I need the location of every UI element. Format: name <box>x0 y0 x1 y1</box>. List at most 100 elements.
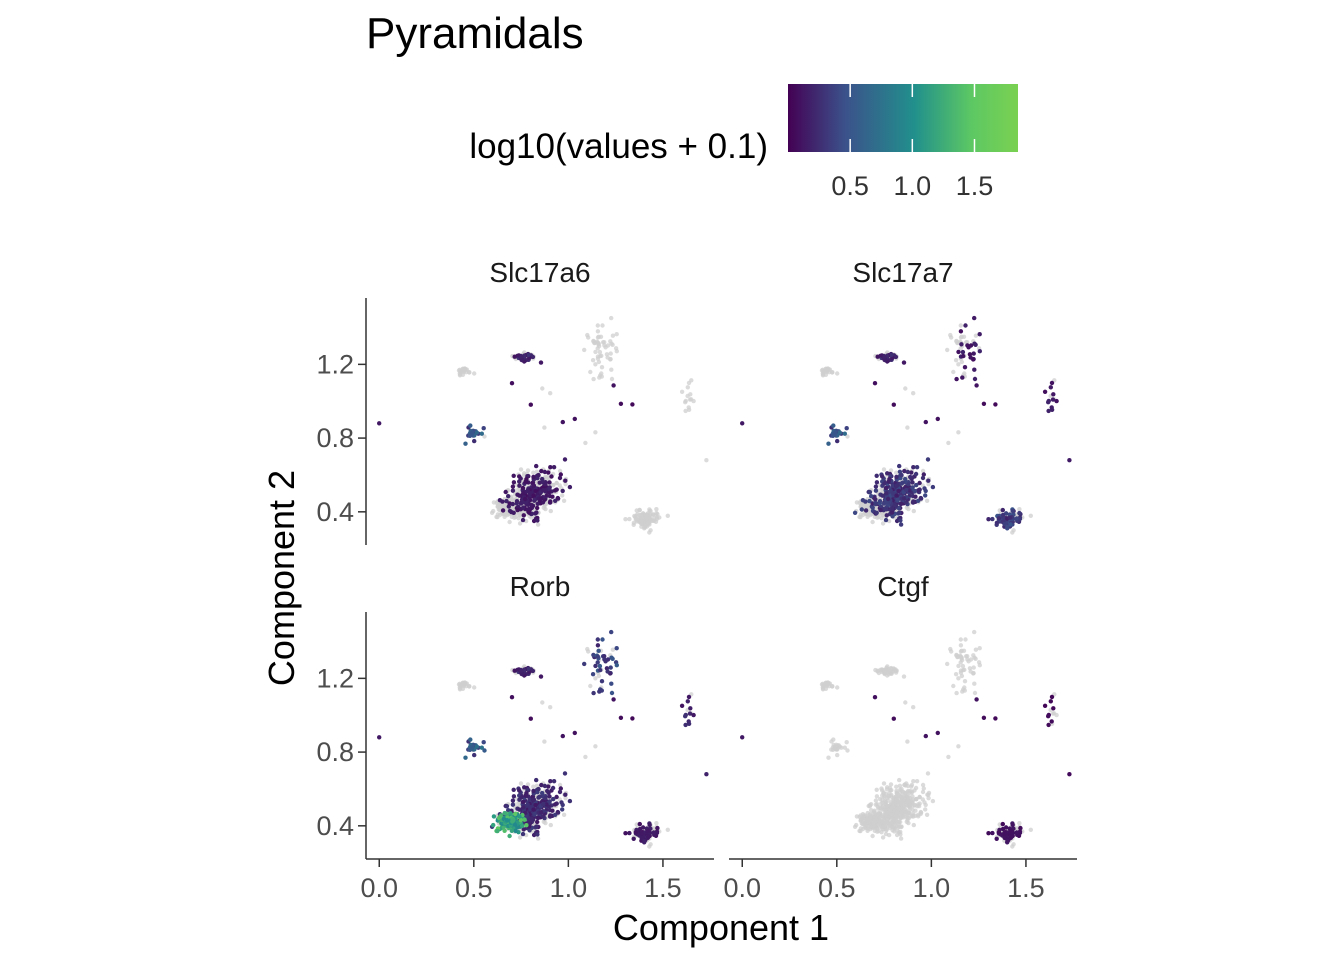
cell-point <box>582 347 587 353</box>
cell-point-expressed <box>551 779 557 784</box>
cell-point-expressed <box>502 828 507 833</box>
cell-point-expressed <box>547 814 553 819</box>
cell-point <box>876 828 881 834</box>
cell-point-expressed <box>923 733 928 739</box>
cell-point <box>945 661 950 667</box>
cell-point <box>467 684 472 689</box>
cell-point <box>884 803 890 809</box>
cell-point-expressed <box>614 646 619 651</box>
cell-point-expressed <box>872 695 878 700</box>
cell-point <box>548 705 553 710</box>
cell-point-expressed <box>472 752 477 758</box>
cell-point-expressed <box>539 468 544 474</box>
cell-point <box>903 700 908 705</box>
cell-point-expressed <box>1046 712 1052 718</box>
cell-point-expressed <box>870 505 875 510</box>
cell-point <box>888 670 893 675</box>
cell-point-expressed <box>683 722 688 728</box>
cell-point <box>704 458 709 463</box>
cell-point <box>972 681 977 686</box>
cell-point-expressed <box>609 690 615 696</box>
cell-point-expressed <box>974 697 979 702</box>
cell-point <box>509 514 514 519</box>
cell-point-expressed <box>540 790 545 796</box>
cell-point-expressed <box>506 494 511 499</box>
cell-point <box>888 468 894 473</box>
cell-point <box>954 339 959 344</box>
cell-point-expressed <box>557 789 563 795</box>
cell-point-expressed <box>511 510 516 515</box>
cell-point <box>958 323 963 328</box>
cell-point <box>541 819 546 824</box>
cell-point-expressed <box>510 488 516 493</box>
cell-point <box>865 514 870 519</box>
cell-point <box>595 323 600 328</box>
cell-point <box>535 836 541 841</box>
cell-point-expressed <box>533 802 538 808</box>
cell-point-expressed <box>600 637 605 642</box>
cell-point <box>491 508 496 514</box>
cell-point <box>925 771 931 776</box>
cell-point <box>599 365 605 370</box>
cell-point-expressed <box>504 498 509 504</box>
cell-point-expressed <box>596 648 601 653</box>
cell-point <box>560 493 565 498</box>
cell-point <box>518 467 524 472</box>
cell-point-expressed <box>1014 516 1019 521</box>
cell-point-expressed <box>614 663 619 668</box>
cell-point-expressed <box>1009 834 1014 839</box>
cell-point-expressed <box>906 482 911 487</box>
cell-point <box>962 371 967 376</box>
cell-point <box>904 505 909 510</box>
cell-point-expressed <box>993 716 998 721</box>
cell-point <box>924 498 930 503</box>
cell-point-expressed <box>525 802 530 807</box>
cell-point-expressed <box>740 421 745 426</box>
cell-point <box>596 359 602 365</box>
cell-point-expressed <box>655 825 660 831</box>
cell-point-expressed <box>926 478 931 483</box>
cell-point-expressed <box>555 810 561 815</box>
cell-point <box>657 515 662 520</box>
cell-point <box>586 649 591 654</box>
cell-point-expressed <box>974 383 979 388</box>
cell-point-expressed <box>543 796 548 801</box>
y-axis-title: Component 2 <box>261 470 302 686</box>
y-tick-label: 0.8 <box>316 737 354 767</box>
cell-point <box>597 349 603 355</box>
cell-point-expressed <box>1046 408 1051 414</box>
cell-point-expressed <box>527 491 533 496</box>
cell-point-expressed <box>963 323 968 328</box>
cell-point <box>962 685 967 690</box>
cell-point-expressed <box>1007 515 1012 520</box>
cell-point <box>517 521 523 526</box>
cell-point-expressed <box>531 832 537 838</box>
cell-point-expressed <box>513 811 518 817</box>
cell-point <box>685 385 690 390</box>
panel-points <box>377 629 709 849</box>
cell-point <box>881 781 887 786</box>
cell-point-expressed <box>511 480 517 485</box>
cell-point <box>603 345 608 350</box>
cell-point-expressed <box>560 807 565 812</box>
cell-point <box>921 786 926 791</box>
cell-point <box>885 664 890 669</box>
cell-point <box>977 663 982 668</box>
cell-point <box>627 516 632 522</box>
cell-point-expressed <box>511 787 516 792</box>
cell-point-expressed <box>908 474 913 480</box>
cell-point <box>457 373 463 378</box>
panel-strip-label: Rorb <box>510 571 571 602</box>
cell-point-expressed <box>1049 380 1055 386</box>
cell-point-expressed <box>867 498 872 504</box>
cell-point <box>946 440 951 446</box>
cell-point <box>956 676 961 681</box>
cell-point <box>823 682 828 688</box>
cell-point-expressed <box>510 484 516 489</box>
cell-point <box>881 791 886 796</box>
cell-point <box>867 804 873 809</box>
cell-point <box>583 440 588 446</box>
cell-point-expressed <box>517 474 522 479</box>
cell-point-expressed <box>852 510 858 515</box>
cell-point-expressed <box>935 416 940 422</box>
